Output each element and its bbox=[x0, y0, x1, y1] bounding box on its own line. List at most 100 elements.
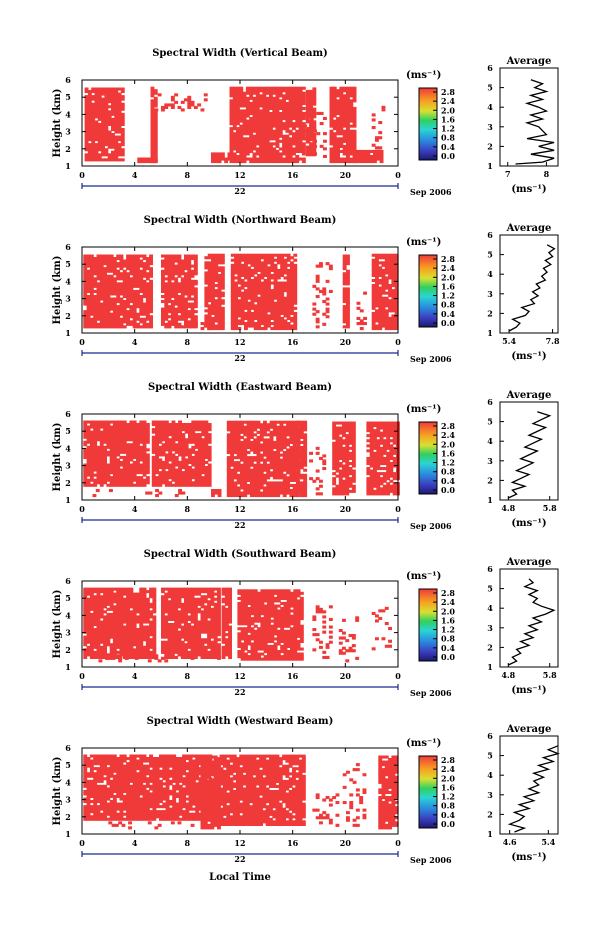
heatmap-cell bbox=[336, 104, 340, 108]
heatmap-cell bbox=[153, 160, 158, 164]
heatmap-cell bbox=[207, 309, 212, 313]
heatmap-cell bbox=[184, 272, 188, 276]
heatmap-cell bbox=[373, 152, 377, 156]
heatmap-cell bbox=[269, 152, 273, 156]
heatmap-cell bbox=[288, 147, 293, 151]
heatmap-cell bbox=[111, 112, 115, 116]
heatmap-cell bbox=[114, 135, 119, 139]
heatmap-cell bbox=[193, 310, 198, 314]
heatmap-cell bbox=[103, 325, 107, 329]
heatmap-cell bbox=[288, 101, 293, 105]
heatmap-cell bbox=[229, 106, 234, 110]
heatmap-cell bbox=[249, 94, 254, 98]
heatmap-cell bbox=[329, 132, 334, 136]
heatmap-cell bbox=[211, 309, 215, 313]
heatmap-cell bbox=[174, 307, 179, 311]
heatmap-cell bbox=[232, 89, 237, 93]
heatmap-cell bbox=[346, 99, 350, 103]
heatmap-cell bbox=[332, 119, 337, 123]
colorbar-tick-label: 0.4 bbox=[441, 142, 455, 152]
heatmap-cell bbox=[149, 279, 153, 283]
heatmap-cell bbox=[252, 137, 257, 141]
heatmap-cell bbox=[303, 433, 308, 437]
heatmap-cell bbox=[245, 86, 250, 90]
heatmap-cell bbox=[211, 319, 215, 323]
heatmap-cell bbox=[265, 144, 270, 148]
heatmap-cell bbox=[126, 267, 130, 271]
heatmap-cell bbox=[184, 325, 188, 329]
heatmap-cell bbox=[97, 128, 102, 132]
heatmap-cell bbox=[111, 110, 115, 114]
heatmap-cell bbox=[239, 129, 244, 133]
heatmap-cell bbox=[145, 282, 150, 286]
heatmap-cell bbox=[236, 134, 240, 138]
heatmap-cell bbox=[101, 112, 105, 116]
heatmap-cell bbox=[242, 149, 247, 153]
heatmap-cell bbox=[106, 320, 111, 324]
heatmap-cell bbox=[129, 254, 134, 258]
heatmap-cell bbox=[259, 132, 263, 136]
heatmap-cell bbox=[211, 155, 215, 159]
heatmap-cell bbox=[107, 105, 112, 109]
heatmap-cell bbox=[93, 269, 98, 273]
heatmap-cell bbox=[139, 320, 144, 324]
heatmap-cell bbox=[149, 325, 153, 329]
heatmap-cell bbox=[303, 111, 308, 115]
heatmap-cell bbox=[229, 144, 234, 148]
heatmap-cell bbox=[275, 129, 280, 133]
heatmap-cell bbox=[275, 109, 280, 113]
heatmap-cell bbox=[229, 157, 234, 161]
heatmap-cell bbox=[242, 94, 247, 98]
heatmap-cell bbox=[245, 122, 250, 126]
heatmap-cell bbox=[83, 292, 88, 296]
heatmap-cell bbox=[217, 276, 222, 280]
heatmap-cell bbox=[211, 268, 215, 272]
heatmap-cell bbox=[106, 289, 111, 293]
heatmap-cell bbox=[89, 292, 94, 296]
heatmap-cell bbox=[99, 264, 104, 268]
heatmap-cell bbox=[139, 297, 144, 301]
heatmap-cell bbox=[349, 101, 354, 105]
heatmap-cell bbox=[180, 284, 185, 288]
heatmap-cell bbox=[86, 307, 91, 311]
heatmap-cell bbox=[89, 274, 94, 278]
heatmap-cell bbox=[232, 112, 237, 116]
heatmap-cell bbox=[369, 160, 374, 164]
heatmap-cell bbox=[301, 147, 306, 151]
avg-x-tick-label: 7 bbox=[505, 169, 511, 179]
heatmap-cell bbox=[107, 90, 112, 94]
heatmap-cell bbox=[112, 264, 117, 268]
heatmap-cell bbox=[292, 104, 296, 108]
heatmap-cell bbox=[87, 158, 92, 162]
heatmap-cell bbox=[139, 282, 144, 286]
heatmap-cell bbox=[375, 136, 379, 140]
heatmap-cell bbox=[116, 264, 121, 268]
x-tick-label: 0 bbox=[79, 337, 85, 347]
heatmap-cell bbox=[97, 148, 102, 152]
heatmap-cell bbox=[252, 152, 257, 156]
heatmap-cell bbox=[259, 139, 263, 143]
heatmap-cell bbox=[136, 315, 140, 319]
heatmap-cell bbox=[101, 120, 105, 124]
heatmap-cell bbox=[211, 261, 215, 265]
colorbar-tick-label: 2.4 bbox=[441, 96, 455, 106]
heatmap-cell bbox=[87, 135, 92, 139]
heatmap-cell bbox=[259, 114, 263, 118]
heatmap-cell bbox=[101, 115, 105, 119]
heatmap-cell bbox=[293, 263, 298, 267]
heatmap-cell bbox=[106, 269, 111, 273]
heatmap-cell bbox=[275, 155, 280, 159]
heatmap-cell bbox=[278, 134, 283, 138]
heatmap-cell bbox=[122, 289, 127, 293]
x-tick-label: 4 bbox=[132, 337, 138, 347]
heatmap-cell bbox=[236, 142, 240, 146]
heatmap-cell bbox=[93, 284, 98, 288]
heatmap-cell bbox=[312, 138, 317, 142]
heatmap-cell bbox=[120, 130, 125, 134]
heatmap-cell bbox=[265, 155, 270, 159]
heatmap-cell bbox=[101, 143, 105, 147]
heatmap-cell bbox=[167, 274, 172, 278]
heatmap-cell bbox=[187, 254, 192, 258]
heatmap-cell bbox=[84, 100, 89, 104]
heatmap-cell bbox=[84, 148, 89, 152]
